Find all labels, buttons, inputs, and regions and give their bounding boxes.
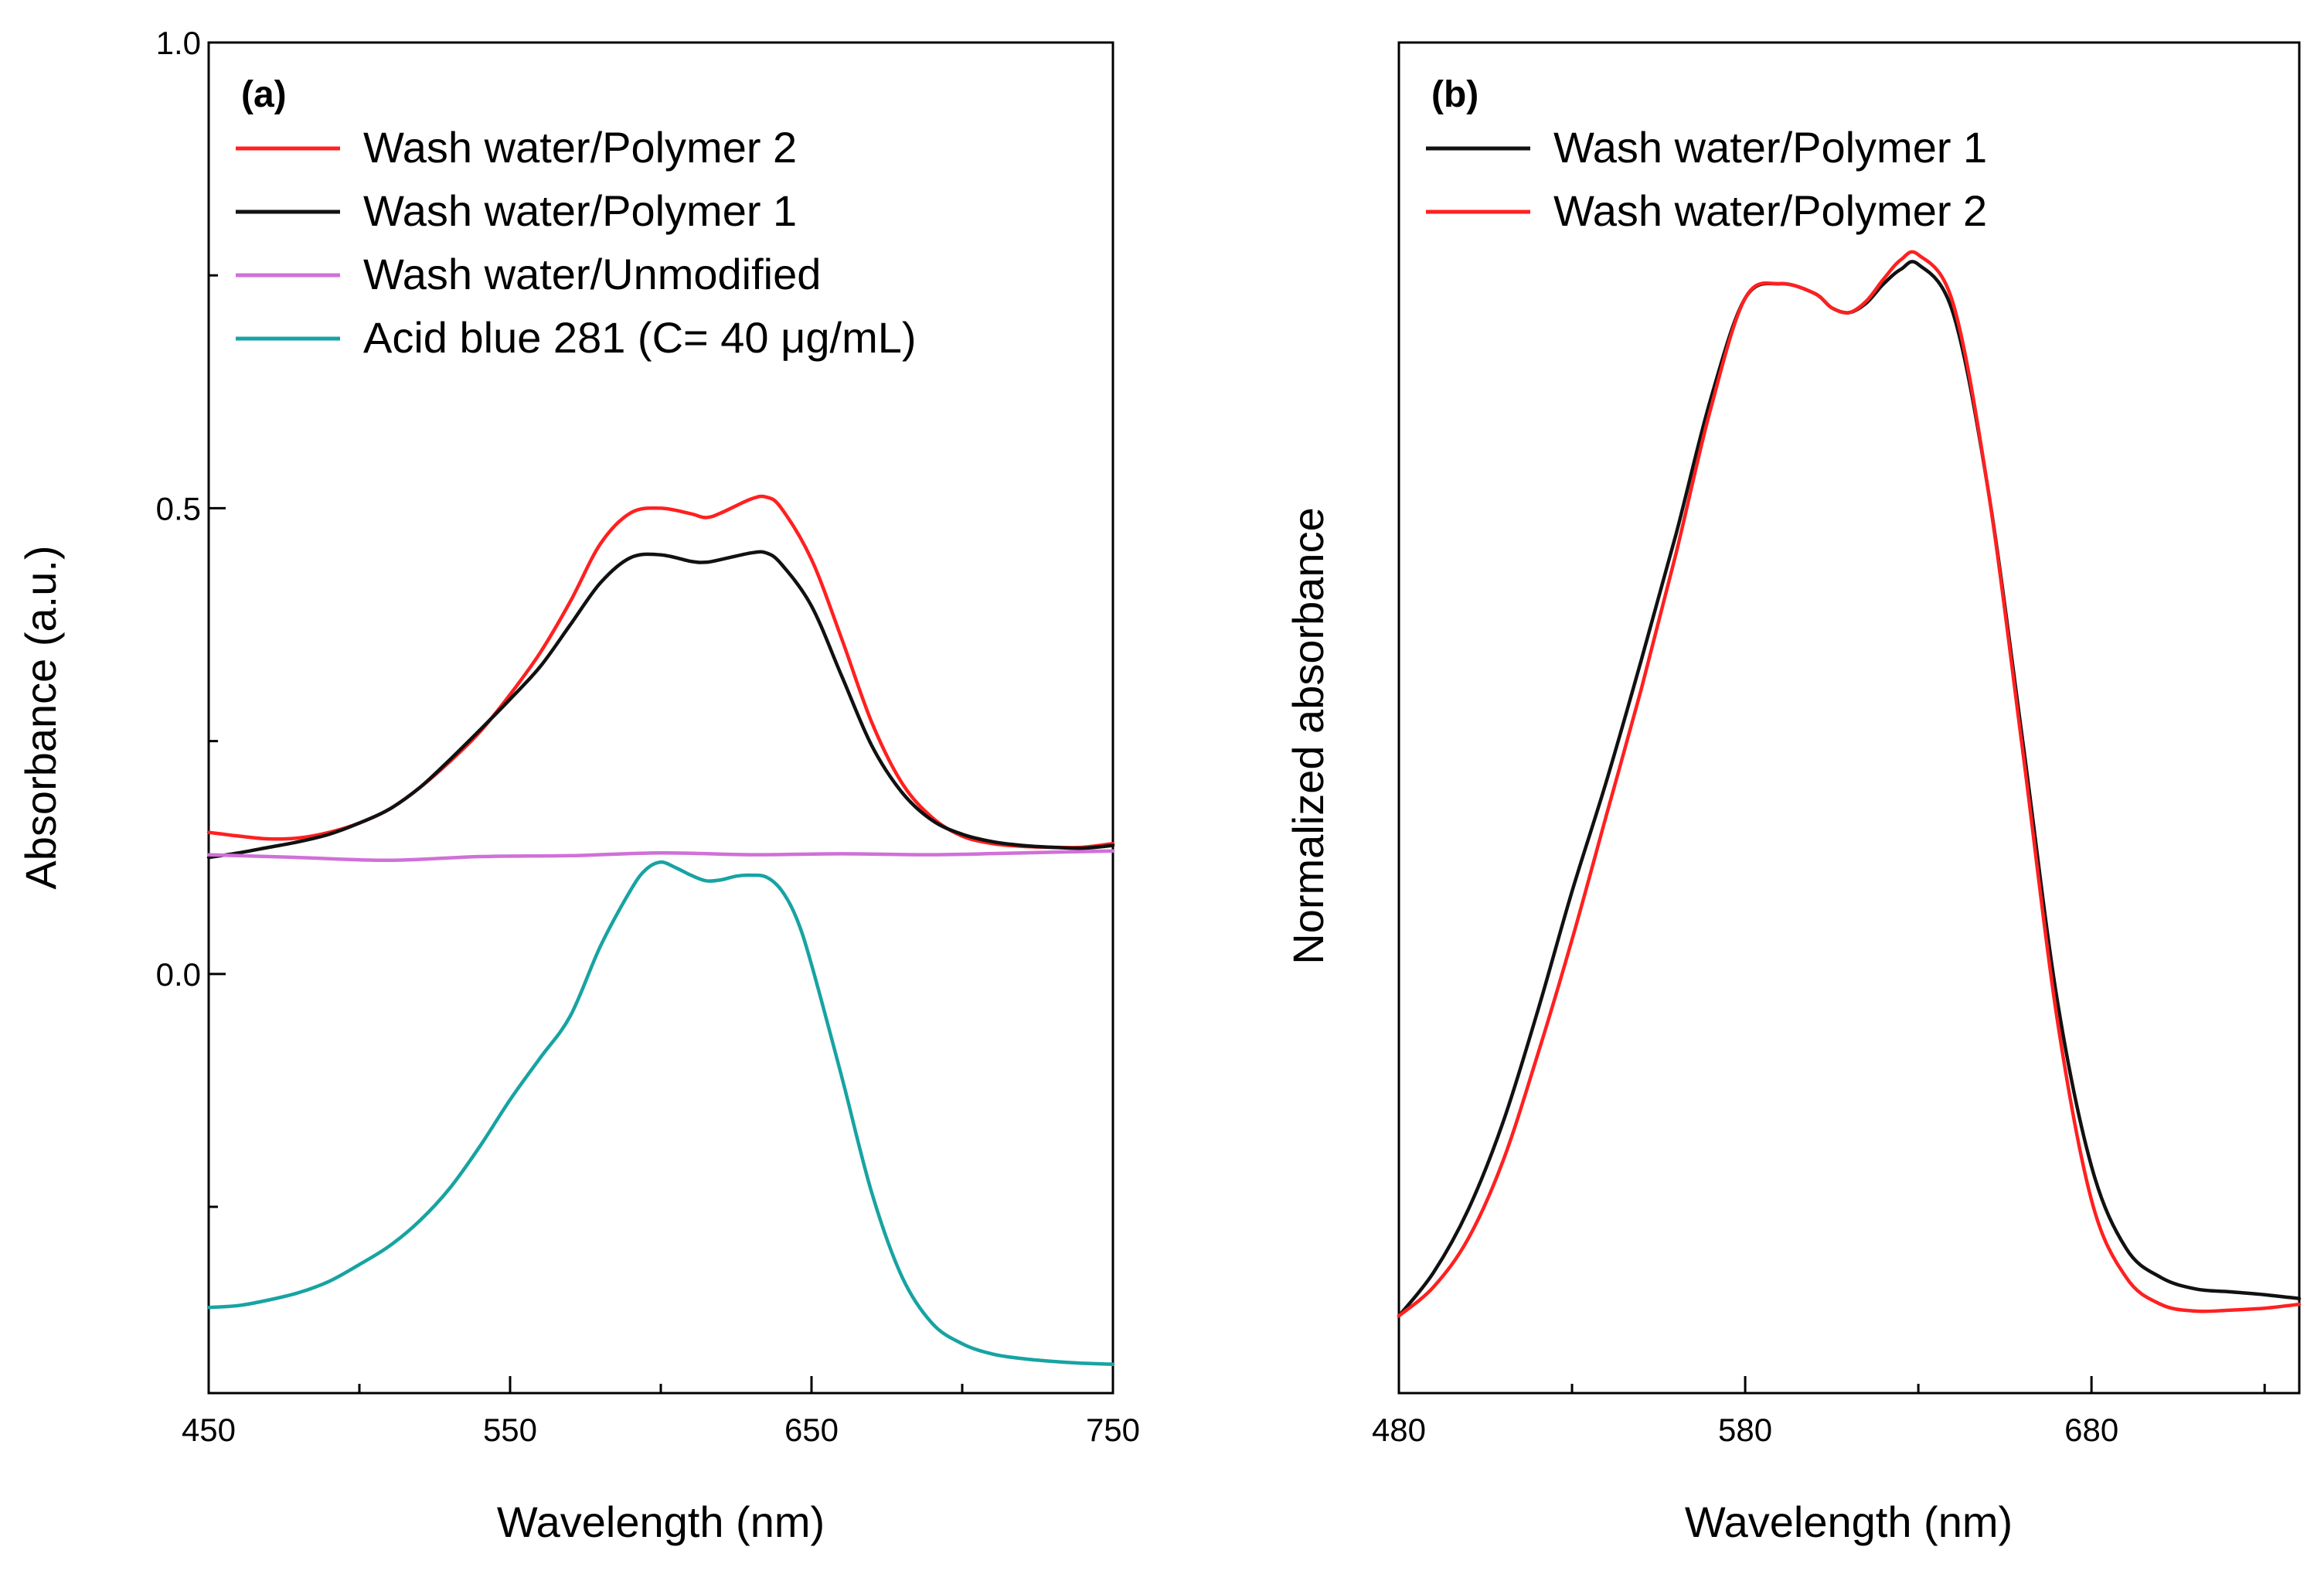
panel-b-ticks: 480 580 680 — [1372, 1376, 2266, 1448]
series-line-2 — [206, 550, 1115, 860]
legend-label: Wash water/Polymer 1 — [1553, 123, 1987, 172]
panel-a-y-axis-title: Absorbance (a.u.) — [16, 545, 65, 889]
panel-a-x-axis-title: Wavelength (nm) — [497, 1497, 825, 1546]
panel-a: (a) Wavelength (nm) Absorbance (a.u.) 45… — [16, 25, 1140, 1546]
panel-b: (b) Wavelength (nm) Normalized absorbanc… — [1284, 41, 2302, 1546]
series-line-1 — [206, 494, 1115, 850]
panel-b-y-axis-title: Normalized absorbance — [1284, 507, 1332, 964]
x-tick-label: 680 — [2064, 1412, 2118, 1448]
x-tick-label: 650 — [784, 1412, 839, 1448]
panel-b-x-axis-title: Wavelength (nm) — [1685, 1497, 2013, 1546]
y-tick-label: 0.5 — [156, 490, 201, 526]
series-line-2 — [1397, 250, 2302, 1318]
x-tick-label: 550 — [483, 1412, 537, 1448]
legend-label: Acid blue 281 (C= 40 μg/mL) — [363, 313, 917, 362]
panel-a-ticks: 450 550 650 750 0.0 0.5 1.0 — [156, 25, 1140, 1448]
panel-b-legend: Wash water/Polymer 1 Wash water/Polymer 2 — [1426, 123, 1987, 235]
panel-a-legend: Wash water/Polymer 2 Wash water/Polymer 1… — [236, 123, 917, 362]
x-tick-label: 480 — [1372, 1412, 1426, 1448]
legend-label: Wash water/Unmodified — [363, 250, 821, 298]
panel-b-series — [1397, 250, 2302, 1318]
panel-a-series — [206, 494, 1115, 1366]
series-line-1 — [1397, 260, 2302, 1318]
x-tick-label: 580 — [1718, 1412, 1772, 1448]
series-line-4 — [206, 860, 1115, 1366]
x-tick-label: 450 — [182, 1412, 236, 1448]
y-tick-label: 0.0 — [156, 956, 201, 993]
legend-label: Wash water/Polymer 2 — [1553, 186, 1987, 235]
legend-label: Wash water/Polymer 1 — [363, 186, 797, 235]
panel-b-frame — [1397, 41, 2301, 1395]
panel-a-label: (a) — [241, 74, 287, 115]
y-tick-label: 1.0 — [156, 25, 201, 61]
panel-a-frame — [207, 41, 1114, 1395]
legend-label: Wash water/Polymer 2 — [363, 123, 797, 172]
panel-b-label: (b) — [1431, 74, 1478, 115]
x-tick-label: 750 — [1086, 1412, 1140, 1448]
series-line-3 — [206, 849, 1115, 863]
